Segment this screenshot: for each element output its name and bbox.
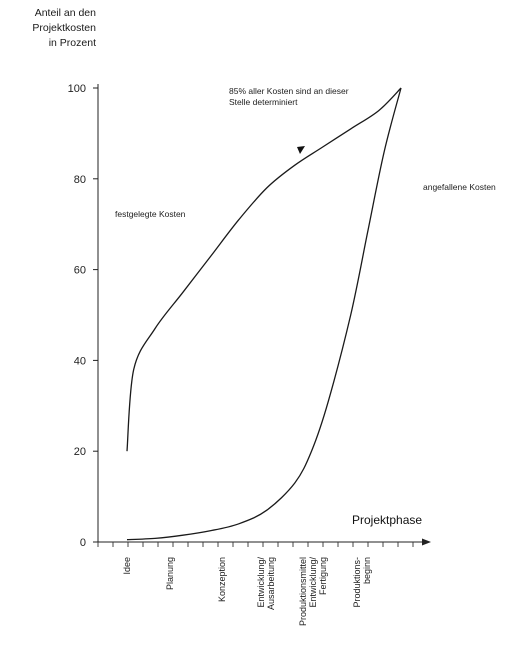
phase-label-4: ProduktionsmittelEntwicklung/Fertigung <box>298 557 328 627</box>
phase-label-0: Idee <box>122 557 132 575</box>
phase-label-line: Ausarbeitung <box>266 557 276 610</box>
y-axis-label-line-3: in Prozent <box>48 37 96 49</box>
phase-label-5: Produktions-beginn <box>352 557 372 608</box>
phase-label-text-5: Produktions-beginn <box>352 557 372 608</box>
y-tick-label-4: 80 <box>74 174 86 186</box>
y-tick-label-2: 40 <box>74 355 86 367</box>
phase-label-line: Konzeption <box>217 557 227 602</box>
y-axis-label-line-1: Anteil an den <box>34 7 96 19</box>
annotation-fixed-costs: festgelegte Kosten <box>115 209 186 219</box>
y-tick-label-5: 100 <box>68 83 86 95</box>
phase-label-2: Konzeption <box>217 557 227 602</box>
phase-label-text-4: ProduktionsmittelEntwicklung/Fertigung <box>298 557 328 627</box>
phase-label-line: Produktionsmittel <box>298 557 308 626</box>
annotation-arrowhead <box>297 146 305 154</box>
y-tick-label-1: 20 <box>74 446 86 458</box>
phase-label-text-2: Konzeption <box>217 557 227 602</box>
series-line-1 <box>126 87 402 541</box>
y-tick-label-3: 60 <box>74 265 86 277</box>
phase-label-line: Idee <box>122 557 132 575</box>
phase-label-line: beginn <box>362 557 372 584</box>
phase-label-text-1: Planung <box>165 557 175 590</box>
y-axis-label-line-2: Projektkosten <box>32 22 96 34</box>
phase-label-line: Produktions- <box>352 557 362 608</box>
series-line-0 <box>126 87 402 452</box>
y-tick-label-0: 0 <box>80 537 86 549</box>
annotation-peak: 85% aller Kosten sind an dieser Stelle d… <box>229 86 349 107</box>
phase-label-text-3: Entwicklung/Ausarbeitung <box>256 557 276 611</box>
y-axis-label: Anteil an den Projektkosten in Prozent <box>4 6 96 51</box>
phase-label-line: Fertigung <box>318 557 328 595</box>
phase-label-text-0: Idee <box>122 557 132 575</box>
phase-label-1: Planung <box>165 557 175 590</box>
x-axis-title: Projektphase <box>352 513 423 527</box>
phase-label-line: Entwicklung/ <box>308 557 318 608</box>
phase-label-line: Planung <box>165 557 175 590</box>
phase-label-line: Entwicklung/ <box>256 557 266 608</box>
phase-label-3: Entwicklung/Ausarbeitung <box>256 557 276 611</box>
x-axis-arrow <box>422 538 431 546</box>
annotation-incurred-costs: angefallene Kosten <box>423 182 496 192</box>
